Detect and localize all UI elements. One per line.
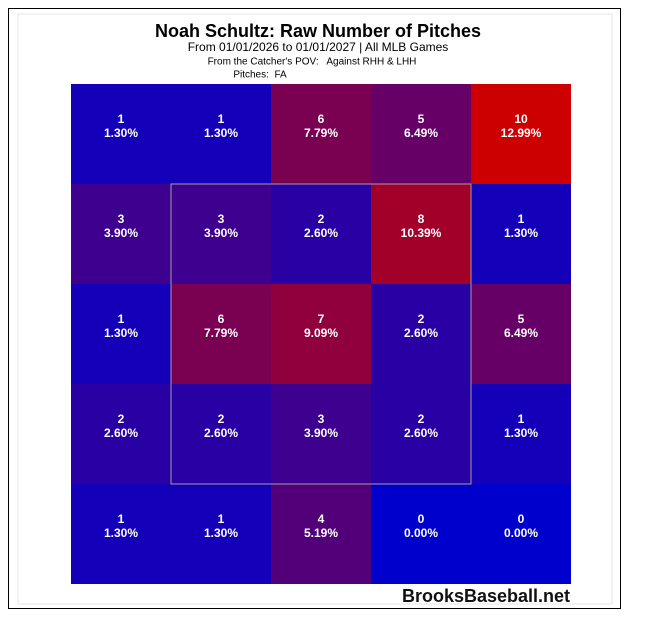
cell-count: 0: [418, 512, 425, 526]
cell-percent: 3.90%: [204, 226, 238, 240]
heat-cell: [71, 84, 171, 184]
cell-percent: 9.09%: [304, 326, 338, 340]
heat-cell: [71, 484, 171, 584]
cell-percent: 1.30%: [104, 526, 138, 540]
cell-count: 1: [118, 112, 125, 126]
cell-count: 6: [218, 312, 225, 326]
heat-cell: [371, 84, 471, 184]
cell-count: 1: [118, 512, 125, 526]
heat-cell: [171, 384, 271, 484]
heat-cell: [471, 184, 571, 284]
cell-count: 3: [118, 212, 125, 226]
cell-percent: 6.49%: [404, 126, 438, 140]
heat-cell: [71, 284, 171, 384]
pitches-note: Pitches: FA: [233, 70, 287, 81]
heat-cell: [271, 284, 371, 384]
cell-count: 5: [518, 312, 525, 326]
strike-zone: [170, 183, 472, 485]
heat-cell: [171, 84, 271, 184]
cell-percent: 2.60%: [304, 226, 338, 240]
cell-percent: 0.00%: [504, 526, 538, 540]
cell-percent: 0.00%: [404, 526, 438, 540]
cell-percent: 7.79%: [204, 326, 238, 340]
heat-cell: [471, 484, 571, 584]
chart-subtitle: From 01/01/2026 to 01/01/2027 | All MLB …: [188, 40, 449, 54]
heat-cell: [171, 484, 271, 584]
cell-count: 6: [318, 112, 325, 126]
cell-count: 7: [318, 312, 325, 326]
cell-percent: 6.49%: [504, 326, 538, 340]
cell-percent: 3.90%: [104, 226, 138, 240]
heat-cell: [471, 384, 571, 484]
watermark: BrooksBaseball.net: [402, 586, 570, 606]
cell-percent: 12.99%: [501, 126, 542, 140]
cell-count: 2: [218, 412, 225, 426]
cell-percent: 3.90%: [304, 426, 338, 440]
cell-percent: 1.30%: [204, 126, 238, 140]
heat-cell: [271, 484, 371, 584]
cell-percent: 2.60%: [204, 426, 238, 440]
cell-count: 0: [518, 512, 525, 526]
heat-cell: [271, 184, 371, 284]
cell-count: 4: [318, 512, 325, 526]
heat-cell: [71, 384, 171, 484]
cell-count: 10: [514, 112, 528, 126]
cell-count: 1: [118, 312, 125, 326]
cell-count: 2: [318, 212, 325, 226]
cell-percent: 1.30%: [104, 326, 138, 340]
cell-percent: 7.79%: [304, 126, 338, 140]
heat-cell: [371, 184, 471, 284]
cell-count: 3: [218, 212, 225, 226]
cell-count: 2: [418, 312, 425, 326]
heatmap-grid: 11.30%11.30%67.79%56.49%1012.99%33.90%33…: [71, 84, 571, 584]
cell-percent: 1.30%: [504, 426, 538, 440]
cell-count: 3: [318, 412, 325, 426]
pov-note: From the Catcher's POV: Against RHH & LH…: [208, 57, 417, 68]
cell-count: 1: [218, 112, 225, 126]
heat-cell: [171, 184, 271, 284]
cell-count: 1: [518, 412, 525, 426]
cell-count: 8: [418, 212, 425, 226]
heat-cell: [371, 384, 471, 484]
cell-count: 2: [418, 412, 425, 426]
cell-count: 2: [118, 412, 125, 426]
chart-title: Noah Schultz: Raw Number of Pitches: [155, 21, 481, 41]
cell-percent: 5.19%: [304, 526, 338, 540]
heat-cell: [271, 384, 371, 484]
cell-count: 1: [218, 512, 225, 526]
heat-cell: [71, 184, 171, 284]
cell-percent: 1.30%: [204, 526, 238, 540]
cell-percent: 2.60%: [404, 426, 438, 440]
cell-percent: 2.60%: [104, 426, 138, 440]
cell-count: 5: [418, 112, 425, 126]
heat-cell: [171, 284, 271, 384]
heat-cell: [471, 284, 571, 384]
heat-cell: [371, 484, 471, 584]
cell-percent: 1.30%: [104, 126, 138, 140]
cell-count: 1: [518, 212, 525, 226]
cell-percent: 1.30%: [504, 226, 538, 240]
cell-percent: 10.39%: [401, 226, 442, 240]
cell-percent: 2.60%: [404, 326, 438, 340]
heat-cell: [471, 84, 571, 184]
heat-cell: [271, 84, 371, 184]
heat-cell: [371, 284, 471, 384]
